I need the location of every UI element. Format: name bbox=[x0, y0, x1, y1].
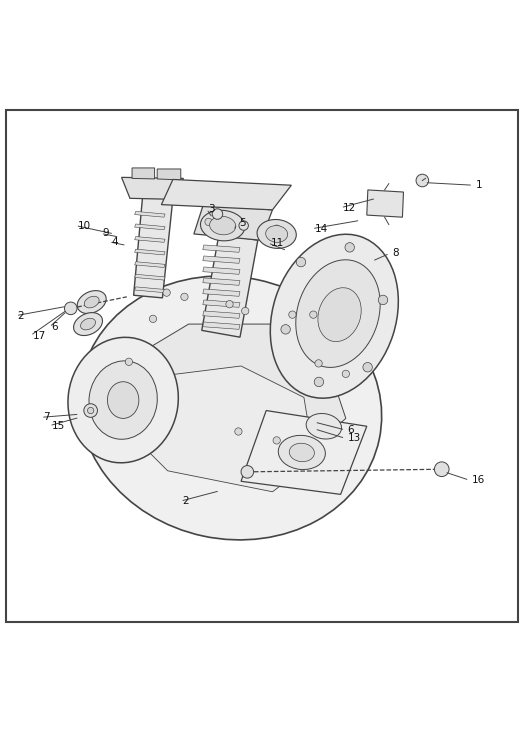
Circle shape bbox=[241, 466, 254, 478]
Ellipse shape bbox=[77, 291, 106, 313]
Circle shape bbox=[345, 242, 354, 252]
Text: 5: 5 bbox=[239, 218, 246, 228]
Polygon shape bbox=[135, 287, 165, 293]
Ellipse shape bbox=[89, 361, 157, 439]
Ellipse shape bbox=[266, 225, 288, 242]
Text: 8: 8 bbox=[392, 248, 399, 258]
Circle shape bbox=[212, 209, 223, 220]
Polygon shape bbox=[115, 366, 314, 492]
Polygon shape bbox=[203, 245, 240, 253]
Circle shape bbox=[273, 437, 280, 444]
Text: 9: 9 bbox=[103, 228, 110, 239]
Polygon shape bbox=[203, 267, 240, 274]
Polygon shape bbox=[203, 300, 240, 307]
Polygon shape bbox=[203, 278, 240, 285]
Ellipse shape bbox=[318, 288, 361, 342]
Text: 10: 10 bbox=[78, 220, 91, 231]
Circle shape bbox=[181, 293, 188, 301]
Ellipse shape bbox=[306, 414, 342, 439]
Circle shape bbox=[310, 311, 317, 318]
Polygon shape bbox=[122, 177, 183, 199]
Polygon shape bbox=[132, 168, 155, 179]
Ellipse shape bbox=[68, 337, 178, 463]
Circle shape bbox=[434, 462, 449, 477]
Polygon shape bbox=[194, 205, 272, 240]
Polygon shape bbox=[161, 179, 291, 210]
Text: 2: 2 bbox=[17, 310, 24, 321]
Ellipse shape bbox=[80, 276, 381, 540]
Circle shape bbox=[363, 362, 373, 372]
Polygon shape bbox=[134, 197, 173, 298]
Ellipse shape bbox=[296, 260, 380, 367]
Circle shape bbox=[149, 315, 157, 323]
Polygon shape bbox=[136, 324, 346, 455]
Polygon shape bbox=[135, 212, 165, 217]
Circle shape bbox=[296, 258, 305, 266]
Polygon shape bbox=[203, 322, 240, 329]
Ellipse shape bbox=[107, 381, 139, 419]
Polygon shape bbox=[367, 190, 403, 217]
Text: 6: 6 bbox=[347, 425, 354, 435]
Ellipse shape bbox=[84, 296, 99, 308]
Circle shape bbox=[235, 427, 242, 435]
Text: 3: 3 bbox=[209, 203, 215, 214]
Text: 2: 2 bbox=[182, 496, 189, 507]
Circle shape bbox=[342, 370, 350, 378]
Text: 1: 1 bbox=[476, 180, 483, 190]
Circle shape bbox=[125, 358, 133, 365]
Text: 6: 6 bbox=[51, 322, 58, 332]
Circle shape bbox=[281, 324, 290, 334]
Circle shape bbox=[88, 408, 94, 414]
Circle shape bbox=[163, 289, 170, 296]
Text: 11: 11 bbox=[270, 238, 283, 248]
Polygon shape bbox=[135, 236, 165, 242]
Circle shape bbox=[315, 359, 322, 367]
Text: 16: 16 bbox=[472, 475, 485, 485]
Polygon shape bbox=[135, 249, 165, 255]
Ellipse shape bbox=[257, 220, 296, 248]
Polygon shape bbox=[203, 289, 240, 296]
Text: 13: 13 bbox=[347, 433, 361, 444]
Ellipse shape bbox=[278, 436, 325, 469]
Circle shape bbox=[205, 218, 212, 225]
Text: 12: 12 bbox=[343, 203, 356, 213]
Polygon shape bbox=[135, 262, 165, 267]
Ellipse shape bbox=[81, 318, 95, 330]
Text: 15: 15 bbox=[51, 421, 64, 430]
Circle shape bbox=[226, 301, 233, 308]
Circle shape bbox=[273, 225, 280, 232]
Text: 14: 14 bbox=[314, 224, 328, 234]
Text: 7: 7 bbox=[43, 412, 50, 422]
Circle shape bbox=[378, 295, 388, 305]
Circle shape bbox=[289, 311, 296, 318]
Polygon shape bbox=[135, 274, 165, 280]
Ellipse shape bbox=[210, 217, 236, 235]
Circle shape bbox=[242, 307, 249, 315]
Polygon shape bbox=[135, 224, 165, 230]
Ellipse shape bbox=[289, 444, 314, 462]
Ellipse shape bbox=[201, 210, 245, 241]
Polygon shape bbox=[202, 234, 258, 337]
Polygon shape bbox=[203, 256, 240, 264]
Polygon shape bbox=[157, 169, 181, 180]
Circle shape bbox=[84, 404, 97, 417]
Circle shape bbox=[416, 174, 429, 187]
Ellipse shape bbox=[73, 313, 103, 335]
Polygon shape bbox=[241, 411, 367, 494]
Ellipse shape bbox=[270, 234, 398, 398]
Text: 4: 4 bbox=[111, 237, 118, 247]
Circle shape bbox=[314, 377, 324, 386]
Polygon shape bbox=[203, 311, 240, 318]
Circle shape bbox=[64, 302, 77, 315]
Circle shape bbox=[239, 221, 248, 231]
Text: 17: 17 bbox=[32, 331, 46, 340]
